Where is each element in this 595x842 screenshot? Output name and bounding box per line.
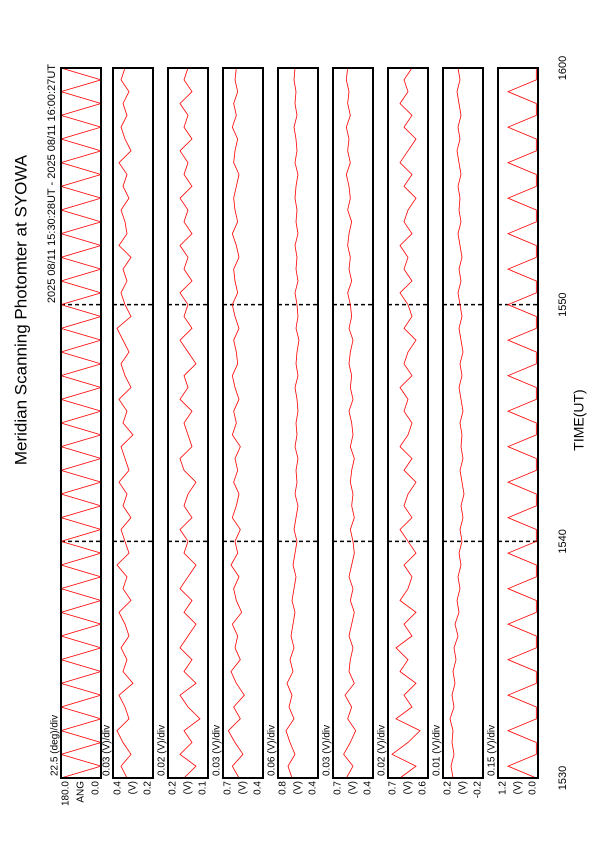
- scale-label: 0.01 (V)/div: [432, 725, 443, 776]
- scale-label: 0.03 (V)/div: [212, 725, 223, 776]
- y-tick-label: 0.4: [308, 781, 319, 795]
- y-tick-label: 0.7: [388, 781, 399, 795]
- y-axis-label: (V): [183, 781, 194, 794]
- panel-frame: [332, 67, 374, 779]
- y-axis-label: (V): [403, 781, 414, 794]
- y-tick-label: 1.2: [498, 781, 509, 795]
- period: 2025 08/11 15:30:28UT - 2025 08/11 16:00…: [46, 64, 58, 303]
- trace: [391, 67, 421, 779]
- panel-frame: [277, 67, 319, 779]
- y-axis-label: (V): [293, 781, 304, 794]
- title: Meridian Scanning Photomter at SYOWA: [11, 154, 30, 465]
- scale-label: 0.06 (V)/div: [267, 725, 278, 776]
- y-tick-label: 0.4: [253, 781, 264, 795]
- panel-frame: [222, 67, 264, 779]
- y-tick-label: 0.1: [198, 781, 209, 795]
- y-axis-label: (V): [348, 781, 359, 794]
- trace: [179, 67, 201, 779]
- x-tick-label: 1540: [557, 529, 569, 553]
- y-tick-label: 0.0: [528, 781, 539, 795]
- panel-frame: [497, 67, 539, 779]
- y-tick-label: 0.2: [143, 781, 154, 795]
- scale-label: 0.15 (V)/div: [487, 725, 498, 776]
- y-tick-label: 0.4: [363, 781, 374, 795]
- y-axis-label: (V): [513, 781, 524, 794]
- y-tick-label: 0.2: [443, 781, 454, 795]
- x-tick-label: 1530: [557, 766, 569, 790]
- scale-label: 0.03 (V)/div: [102, 725, 113, 776]
- panel-frame: [60, 67, 102, 779]
- trace: [285, 67, 300, 779]
- x-axis-label: TIME(UT): [571, 389, 587, 450]
- y-tick-label: 180.0: [61, 781, 72, 806]
- trace: [59, 67, 103, 779]
- y-tick-label: 0.7: [333, 781, 344, 795]
- scale-label: 0.02 (V)/div: [377, 725, 388, 776]
- y-tick-label: 0.4: [113, 781, 124, 795]
- y-axis-label: (V): [238, 781, 249, 794]
- trace: [506, 68, 537, 779]
- trace: [227, 67, 245, 779]
- y-tick-label: 0.8: [278, 781, 289, 795]
- panel-frame: [167, 67, 209, 779]
- y-tick-label: 0.7: [223, 781, 234, 795]
- x-tick-label: 1550: [557, 292, 569, 316]
- rotated-plot: Meridian Scanning Photomter at SYOWA 202…: [11, 56, 586, 806]
- y-tick-label: 0.2: [168, 781, 179, 795]
- scale-label: 22.5 (deg)/div: [50, 715, 61, 776]
- trace: [116, 67, 134, 779]
- trace: [343, 67, 357, 779]
- panel-frame: [387, 67, 429, 779]
- y-axis-label: ANG: [76, 781, 87, 803]
- scale-label: 0.03 (V)/div: [322, 725, 333, 776]
- trace: [449, 67, 465, 779]
- panel-frame: [442, 67, 484, 779]
- scale-label: 0.02 (V)/div: [157, 725, 168, 776]
- panel-frame: [112, 67, 154, 779]
- y-tick-label: -0.2: [473, 781, 484, 799]
- y-tick-label: 0.0: [91, 781, 102, 795]
- y-axis-label: (V): [128, 781, 139, 794]
- x-tick-label: 1600: [557, 56, 569, 80]
- y-tick-label: 0.6: [418, 781, 429, 795]
- y-axis-label: (V): [458, 781, 469, 794]
